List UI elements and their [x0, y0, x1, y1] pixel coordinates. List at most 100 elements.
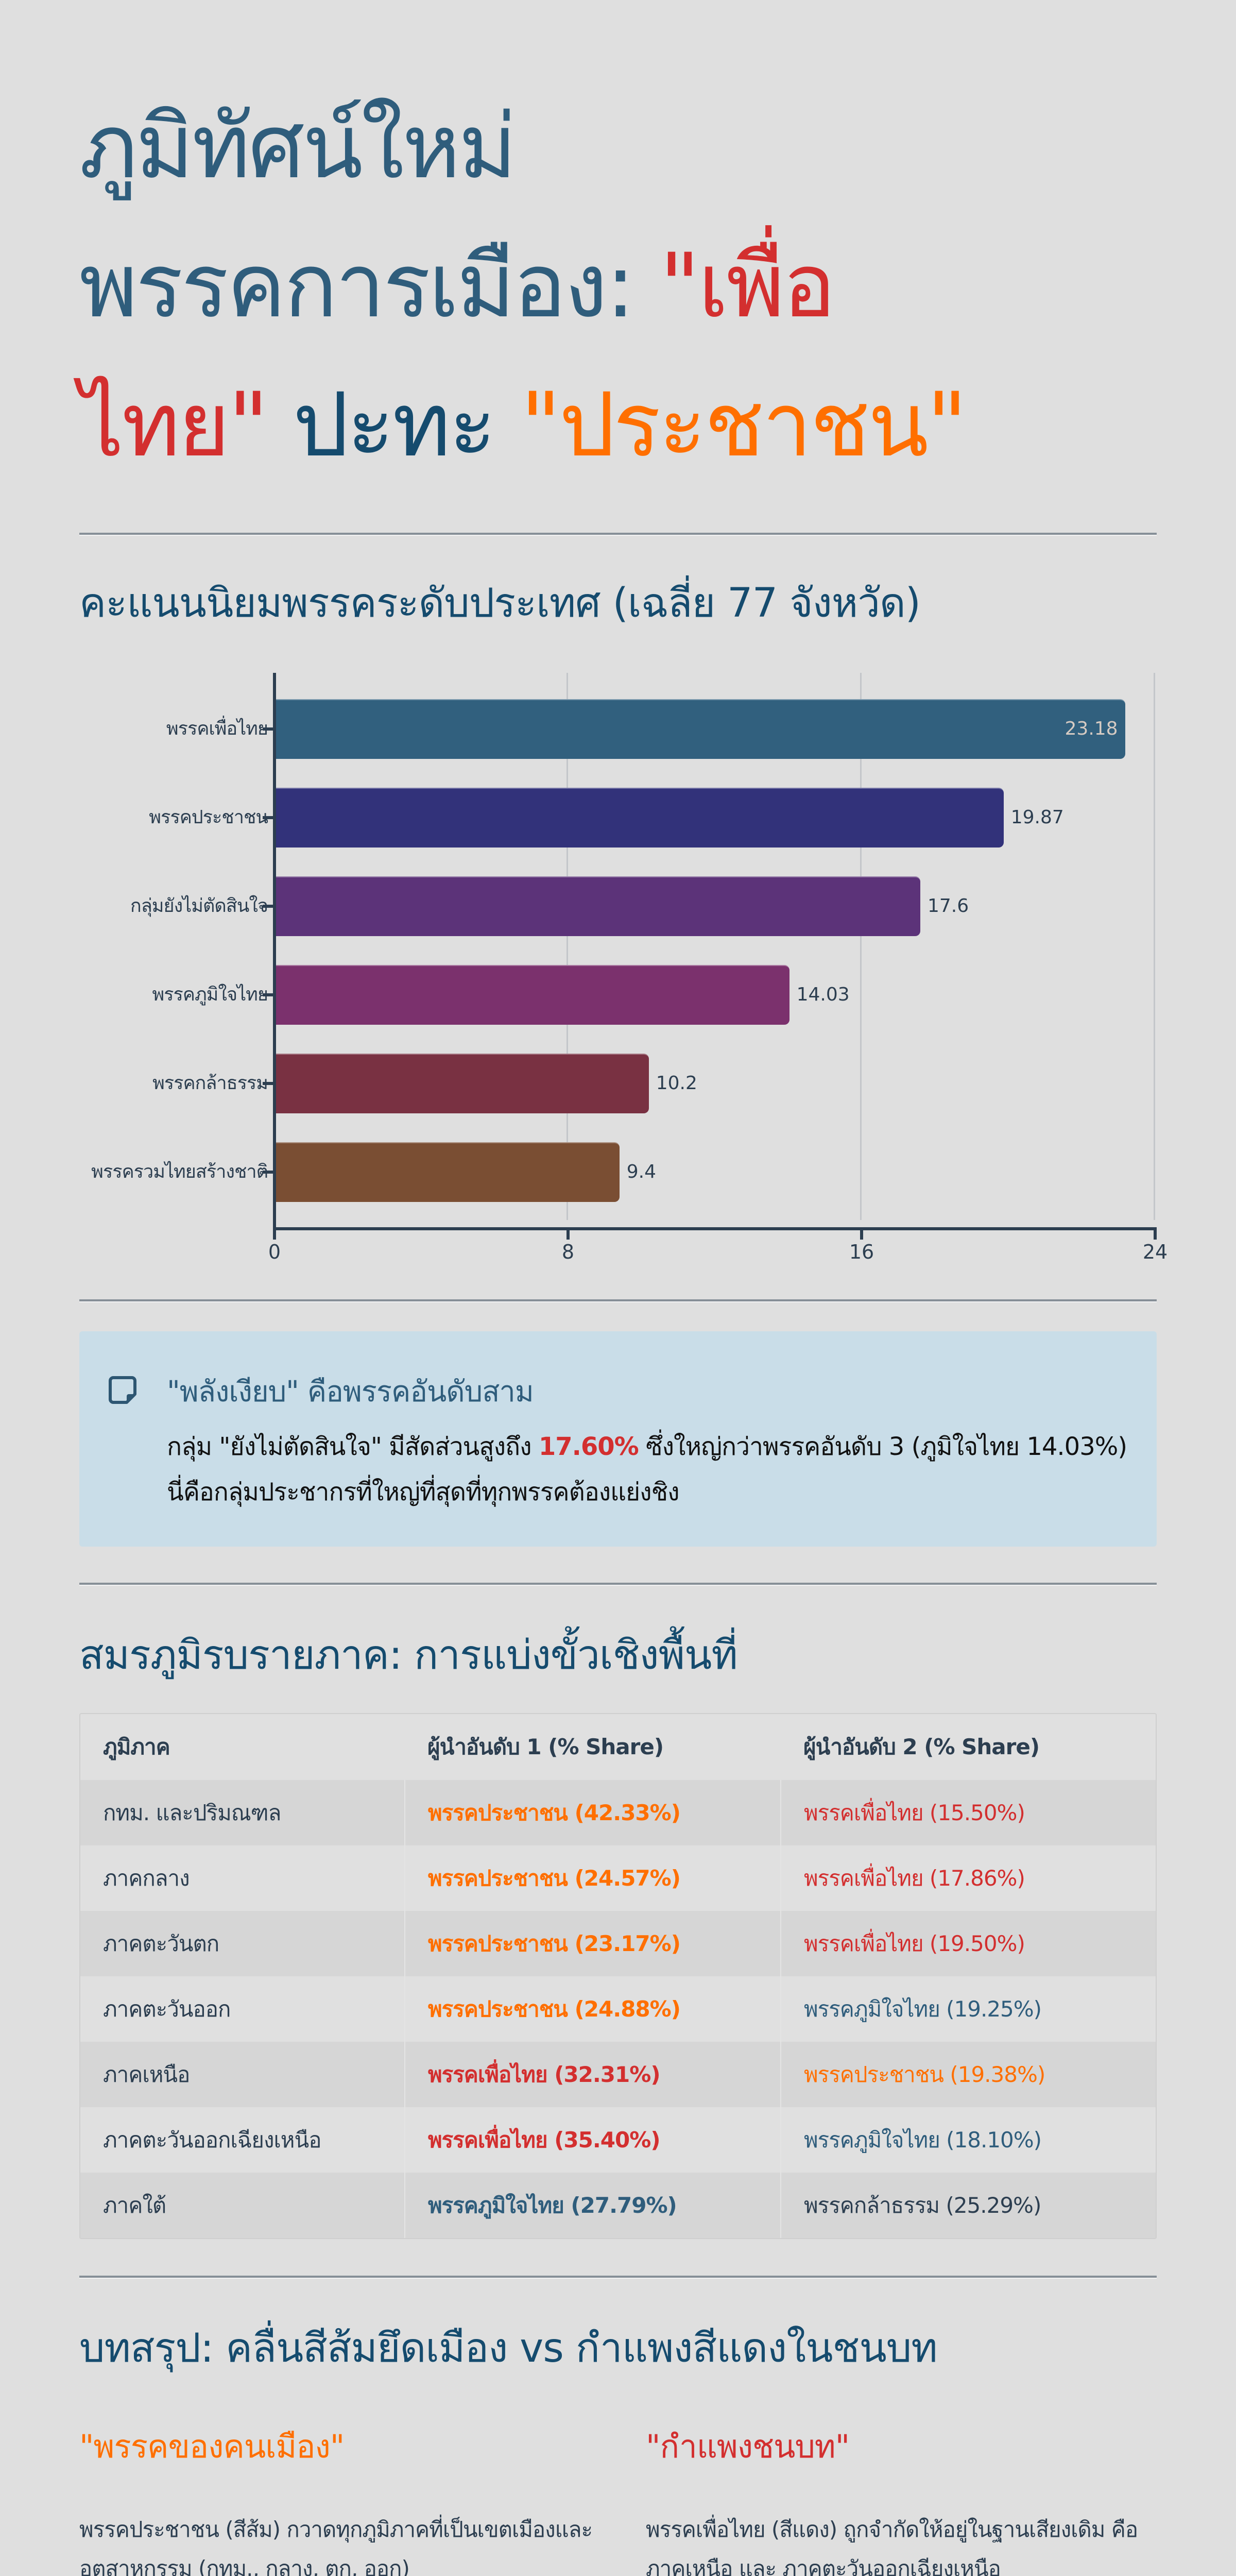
region-cell: ภาคกลาง — [80, 1845, 405, 1911]
region-cell: ภาคใต้ — [80, 2173, 405, 2238]
table-row: ภาคตะวันออกเฉียงเหนือ พรรคเพื่อไทย (35.40… — [80, 2107, 1156, 2173]
region-cell: ภาคตะวันตก — [80, 1911, 405, 1976]
region-cell: ภาคตะวันออก — [80, 1976, 405, 2042]
second-leader-cell: พรรคประชาชน (19.38%) — [780, 2042, 1156, 2107]
bar-value-label: 9.4 — [626, 1161, 657, 1182]
x-axis — [273, 1227, 1157, 1230]
table-row: ภาคกลาง พรรคประชาชน (24.57%) พรรคเพื่อไทย … — [80, 1845, 1156, 1911]
y-tick — [263, 993, 274, 996]
x-tick-label: 8 — [561, 1241, 575, 1263]
first-leader-cell: พรรคเพื่อไทย (32.31%) — [404, 2042, 781, 2107]
callout-highlight: 17.60% — [538, 1432, 639, 1461]
region-cell: กทม. และปริมณฑล — [80, 1780, 405, 1845]
callout-body: กลุ่ม "ยังไม่ตัดสินใจ" มีสัดส่วนสูงถึง 1… — [167, 1424, 1135, 1515]
column-header-second: ผู้นำอันดับ 2 (% Share) — [781, 1714, 1156, 1780]
bar — [276, 876, 920, 936]
y-tick — [263, 816, 274, 819]
column-header-region: ภูมิภาค — [80, 1714, 405, 1780]
x-tick — [566, 1227, 570, 1240]
title-pheu-thai-2: ไทย" — [79, 373, 269, 477]
y-tick — [263, 1082, 274, 1085]
title-part-1: ภูมิทัศน์ใหม่ — [79, 95, 517, 198]
bar-value-label: 19.87 — [1010, 807, 1064, 828]
divider — [79, 2276, 1157, 2279]
y-tick — [263, 905, 274, 908]
second-leader-cell: พรรคภูมิใจไทย (19.25%) — [780, 1976, 1156, 2042]
divider — [79, 533, 1157, 536]
region-cell: ภาคตะวันออกเฉียงเหนือ — [80, 2107, 405, 2173]
x-tick — [1154, 1227, 1157, 1240]
table-row: กทม. และปริมณฑล พรรคประชาชน (42.33%) พรรคเ… — [80, 1780, 1156, 1845]
first-leader-cell: พรรคประชาชน (24.88%) — [404, 1976, 781, 2042]
bar-row: พรรคเพื่อไทย 23.18 — [0, 699, 1236, 759]
bar-category-label: พรรคกล้าธรรม — [152, 1073, 268, 1094]
second-leader-cell: พรรคกล้าธรรม (25.29%) — [780, 2173, 1156, 2238]
bar-category-label: พรรคประชาชน — [149, 807, 268, 828]
first-leader-cell: พรรคประชาชน (24.57%) — [404, 1845, 781, 1911]
bar-value-label: 23.18 — [1065, 718, 1118, 739]
bar — [276, 1054, 649, 1113]
y-axis — [273, 673, 276, 1240]
title-part-2: พรรคการเมือง: — [79, 234, 660, 337]
bar-category-label: พรรคภูมิใจไทย — [152, 984, 268, 1005]
bar-row: พรรคกล้าธรรม 10.2 — [0, 1054, 1236, 1113]
second-leader-cell: พรรคภูมิใจไทย (18.10%) — [780, 2107, 1156, 2173]
first-leader-cell: พรรคประชาชน (42.33%) — [404, 1780, 781, 1845]
bar-row: กลุ่มยังไม่ตัดสินใจ 17.6 — [0, 876, 1236, 936]
bar-row: พรรคประชาชน 19.87 — [0, 788, 1236, 848]
page-title: ภูมิทัศน์ใหม่ พรรคการเมือง: "เพื่อ ไทย" … — [79, 77, 1161, 495]
bar-value-label: 17.6 — [928, 895, 969, 917]
first-leader-cell: พรรคภูมิใจไทย (27.79%) — [404, 2173, 781, 2238]
rural-wall-body: พรรคเพื่อไทย (สีแดง) ถูกจำกัดให้อยู่ในฐา… — [646, 2517, 1138, 2576]
bar — [276, 788, 1004, 848]
bar — [276, 699, 1125, 759]
bar-value-label: 10.2 — [656, 1073, 697, 1094]
second-leader-cell: พรรคเพื่อไทย (17.86%) — [780, 1845, 1156, 1911]
bar-row: พรรคภูมิใจไทย 14.03 — [0, 965, 1236, 1025]
x-tick-label: 24 — [1142, 1241, 1168, 1263]
callout-text: กลุ่ม "ยังไม่ตัดสินใจ" มีสัดส่วนสูงถึง — [167, 1432, 539, 1461]
table-row: ภาคใต้ พรรคภูมิใจไทย (27.79%) พรรคกล้าธรรม… — [80, 2173, 1156, 2238]
conclusion-left: "พรรคของคนเมือง" พรรคประชาชน (สีส้ม) กวา… — [79, 2421, 594, 2576]
bar — [276, 965, 789, 1025]
title-versus: ปะทะ — [266, 373, 521, 477]
table-row: ภาคตะวันออก พรรคประชาชน (24.88%) พรรคภูมิใ… — [80, 1976, 1156, 2042]
title-pheu-thai-1: "เพื่อ — [659, 234, 836, 337]
callout-text: ซึ่งใหญ่กว่าพรรคอันดับ 3 (ภูมิใจไทย 14.0… — [167, 1432, 1127, 1506]
bar-value-label: 14.03 — [796, 984, 850, 1005]
y-tick — [263, 1171, 274, 1174]
second-leader-cell: พรรคเพื่อไทย (19.50%) — [780, 1911, 1156, 1976]
bar-category-label: กลุ่มยังไม่ตัดสินใจ — [130, 895, 268, 917]
first-leader-cell: พรรคประชาชน (23.17%) — [404, 1911, 781, 1976]
y-tick — [263, 727, 274, 731]
conclusion-heading: บทสรุป: คลื่นสีส้มยึดเมือง vs กำแพงสีแดง… — [79, 2325, 938, 2371]
gridline-8 — [566, 673, 568, 1220]
bar — [276, 1142, 620, 1202]
urban-party-body: พรรคประชาชน (สีส้ม) กวาดทุกภูมิภาคที่เป็… — [79, 2517, 593, 2576]
bar-category-label: พรรคเพื่อไทย — [166, 718, 268, 739]
chart-heading: คะแนนนิยมพรรคระดับประเทศ (เฉลี่ย 77 จังห… — [79, 580, 921, 626]
bar-chart: พรรคเพื่อไทย 23.18 พรรคประชาชน 19.87 กลุ่มยั… — [0, 665, 1236, 1273]
divider — [79, 1583, 1157, 1586]
sticky-note-icon — [109, 1376, 136, 1404]
bar-category-label: พรรครวมไทยสร้างชาติ — [91, 1161, 268, 1182]
gridline-24 — [1154, 673, 1155, 1220]
urban-party-subheading: "พรรคของคนเมือง" — [79, 2428, 345, 2465]
regional-heading: สมรภูมิรบรายภาค: การแบ่งขั้วเชิงพื้นที่ — [79, 1632, 738, 1679]
second-leader-cell: พรรคเพื่อไทย (15.50%) — [780, 1780, 1156, 1845]
conclusion-right: "กำแพงชนบท" พรรคเพื่อไทย (สีแดง) ถูกจำกั… — [646, 2421, 1161, 2576]
title-prachachon: "ประชาชน" — [520, 373, 967, 477]
x-tick — [273, 1227, 276, 1240]
x-tick-label: 0 — [268, 1241, 281, 1263]
table-row: ภาคตะวันตก พรรคประชาชน (23.17%) พรรคเพื่อไ… — [80, 1911, 1156, 1976]
insight-callout: "พลังเงียบ" คือพรรคอันดับสาม กลุ่ม "ยังไ… — [79, 1331, 1157, 1547]
gridline-16 — [860, 673, 862, 1220]
table-row: ภาคเหนือ พรรคเพื่อไทย (32.31%) พรรคประชาชน… — [80, 2042, 1156, 2107]
x-tick-label: 16 — [849, 1241, 874, 1263]
rural-wall-subheading: "กำแพงชนบท" — [646, 2428, 850, 2465]
region-cell: ภาคเหนือ — [80, 2042, 405, 2107]
divider — [79, 1299, 1157, 1302]
column-header-first: ผู้นำอันดับ 1 (% Share) — [405, 1714, 781, 1780]
callout-title: "พลังเงียบ" คือพรรคอันดับสาม — [167, 1375, 534, 1409]
x-tick — [860, 1227, 863, 1240]
